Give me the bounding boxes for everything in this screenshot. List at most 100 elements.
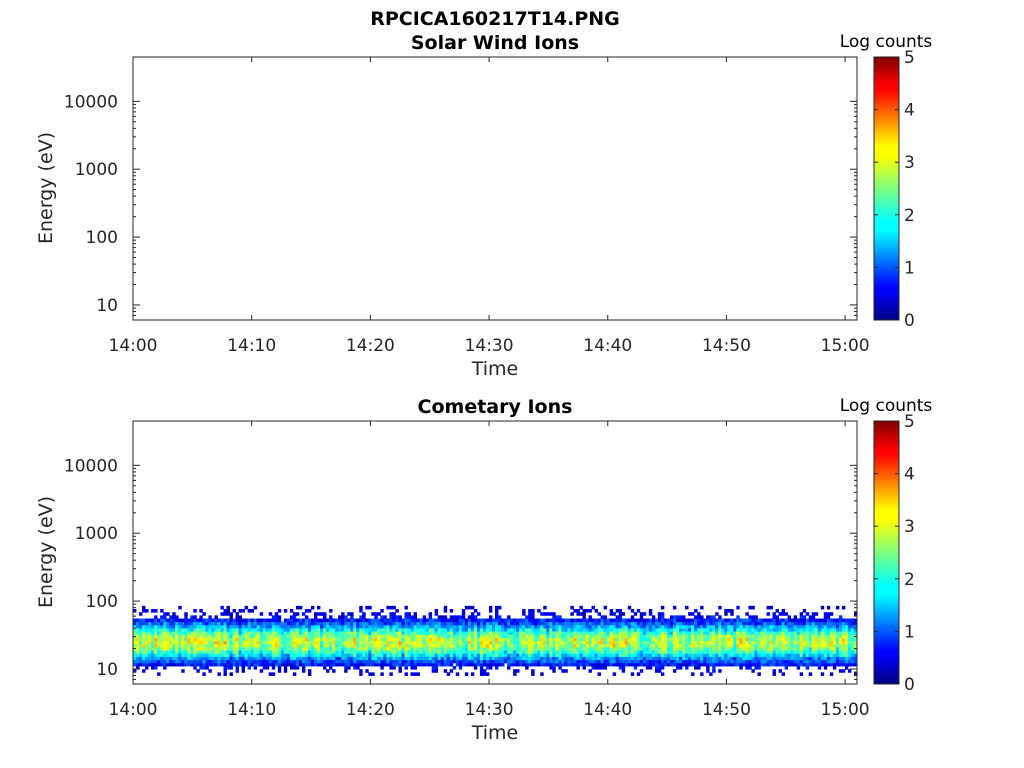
spectrogram-cell [669, 662, 674, 667]
spectrogram-cell [748, 615, 752, 619]
spectrogram-cell [377, 656, 381, 661]
spectrogram-cell [187, 662, 191, 667]
spectrogram-cell [247, 647, 252, 651]
spectrogram-cell [473, 653, 478, 657]
spectrogram-cell [202, 656, 206, 661]
spectrogram-cell [630, 656, 635, 661]
spectrogram-cell [274, 637, 279, 642]
spectrogram-cell [365, 618, 369, 623]
spectrogram-cell [585, 637, 589, 642]
spectrogram-cell [621, 662, 626, 667]
spectrogram-cell [700, 643, 704, 648]
spectrogram-cell [338, 659, 342, 664]
spectrogram-cell [307, 637, 312, 642]
spectrogram-cell [265, 618, 270, 623]
spectrogram-cell [470, 647, 475, 651]
spectrogram-cell [434, 624, 439, 629]
spectrogram-cell [253, 650, 258, 654]
spectrogram-cell [615, 640, 620, 645]
spectrogram-cell [528, 634, 532, 638]
spectrogram-cell [353, 650, 357, 654]
spectrogram-cell [139, 640, 143, 645]
spectrogram-cell [317, 637, 321, 642]
spectrogram-cell [283, 643, 288, 648]
spectrogram-cell [353, 637, 357, 642]
spectrogram-cell [817, 659, 822, 664]
spectrogram-cell [317, 631, 321, 635]
spectrogram-cell [326, 628, 330, 632]
spectrogram-cell [844, 631, 849, 635]
spectrogram-cell [781, 624, 785, 629]
spectrogram-cell [326, 650, 330, 654]
spectrogram-cell [660, 624, 665, 629]
spectrogram-cell [274, 656, 279, 661]
spectrogram-cell [609, 624, 614, 629]
spectrogram-cell [232, 659, 236, 664]
spectrogram-cell [531, 643, 535, 648]
spectrogram-cell [148, 634, 152, 638]
spectrogram-cell [232, 621, 236, 626]
spectrogram-cell [142, 609, 146, 613]
spectrogram-cell [528, 640, 532, 645]
spectrogram-cell [558, 637, 562, 642]
spectrogram-cell [491, 653, 496, 657]
spectrogram-cell [844, 624, 849, 629]
spectrogram-cell [648, 631, 653, 635]
spectrogram-cell [790, 659, 795, 664]
spectrogram-cell [335, 628, 339, 632]
spectrogram-cell [582, 624, 586, 629]
spectrogram-cell [495, 659, 499, 664]
spectrogram-cell [172, 662, 176, 667]
spectrogram-cell [380, 643, 384, 648]
spectrogram-cell [648, 666, 653, 670]
spectrogram-cell [709, 656, 713, 661]
spectrogram-cell [841, 637, 846, 642]
spectrogram-cell [232, 643, 236, 648]
spectrogram-cell [694, 653, 698, 657]
spectrogram-cell [763, 631, 767, 635]
spectrogram-cell [488, 659, 493, 664]
spectrogram-cell [193, 631, 197, 635]
spectrogram-cell [386, 659, 390, 664]
spectrogram-cell [377, 624, 381, 629]
spectrogram-cell [476, 631, 481, 635]
spectrogram-cell [564, 628, 568, 632]
spectrogram-cell [181, 621, 185, 626]
spectrogram-cell [691, 643, 695, 648]
spectrogram-cell [407, 634, 411, 638]
spectrogram-cell [368, 637, 372, 642]
spectrogram-cell [407, 650, 411, 654]
spectrogram-cell [694, 631, 698, 635]
spectrogram-cell [449, 653, 454, 657]
spectrogram-cell [724, 643, 728, 648]
spectrogram-cell [223, 609, 227, 613]
spectrogram-cell [410, 666, 414, 670]
spectrogram-cell [169, 662, 173, 667]
spectrogram-cell [458, 666, 463, 670]
spectrogram-cell [796, 618, 801, 623]
spectrogram-cell [259, 621, 264, 626]
spectrogram-cell [461, 650, 466, 654]
spectrogram-cell [703, 631, 707, 635]
spectrogram-cell [609, 656, 614, 661]
spectrogram-cell [621, 656, 626, 661]
spectrogram-cell [672, 669, 677, 673]
spectrogram-cell [682, 662, 686, 667]
spectrogram-cell [751, 669, 755, 673]
spectrogram-cell [721, 650, 725, 654]
spectrogram-cell [226, 643, 230, 648]
spectrogram-cell [286, 656, 291, 661]
spectrogram-cell [603, 621, 608, 626]
spectrogram-cell [642, 643, 647, 648]
spectrogram-cell [549, 621, 553, 626]
spectrogram-cell [461, 643, 466, 648]
spectrogram-cell [618, 628, 623, 632]
spectrogram-cell [609, 631, 614, 635]
spectrogram-cell [274, 634, 279, 638]
spectrogram-cell [437, 628, 442, 632]
spectrogram-cell [528, 650, 532, 654]
spectrogram-cell [838, 643, 843, 648]
spectrogram-cell [805, 666, 810, 670]
spectrogram-cell [434, 669, 439, 673]
spectrogram-cell [244, 656, 249, 661]
